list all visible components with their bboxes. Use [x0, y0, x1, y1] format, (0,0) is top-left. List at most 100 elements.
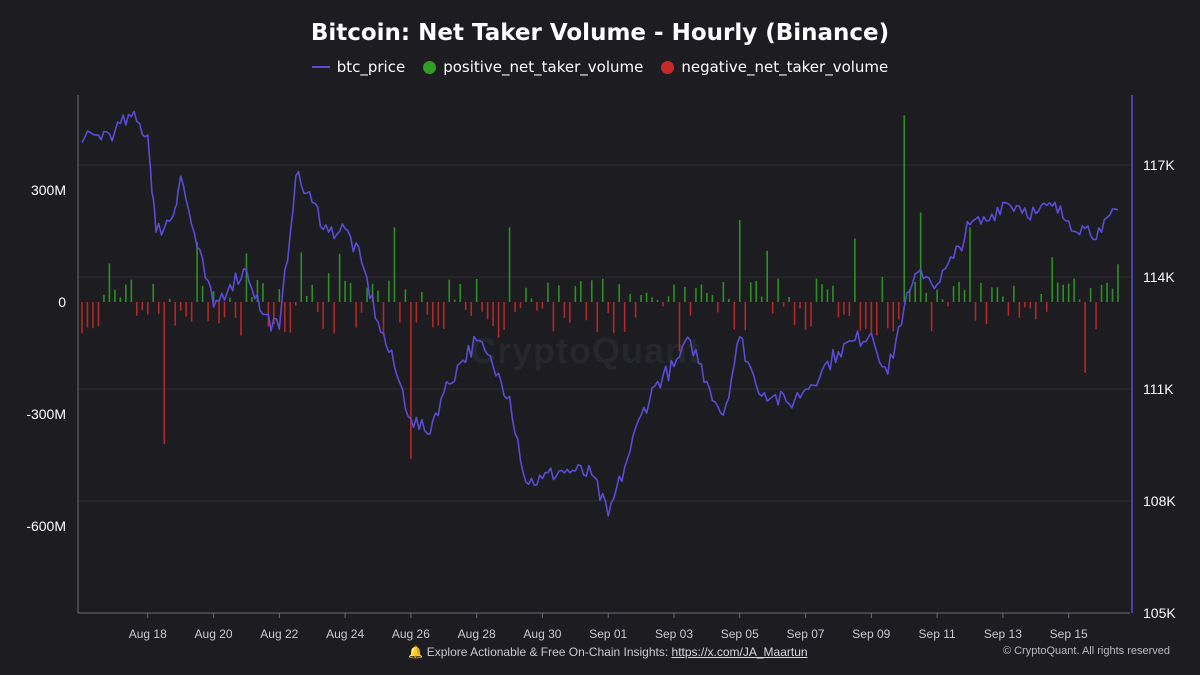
- negative-volume-bar: [1029, 302, 1032, 309]
- negative-volume-bar: [185, 302, 187, 317]
- x-axis-tick-label: Sep 01: [589, 627, 627, 641]
- negative-volume-bar: [804, 302, 807, 330]
- positive-volume-bar: [914, 281, 916, 302]
- positive-volume-bar: [404, 289, 407, 302]
- negative-volume-bar: [563, 302, 566, 318]
- positive-volume-bar: [338, 253, 341, 302]
- positive-volume-bar: [377, 290, 379, 302]
- negative-volume-bar: [333, 302, 335, 334]
- positive-volume-bar: [547, 282, 549, 302]
- positive-volume-bar: [349, 282, 352, 302]
- negative-volume-bar: [141, 302, 144, 311]
- negative-volume-bar: [223, 302, 226, 318]
- negative-volume-bar: [1018, 302, 1021, 318]
- negative-volume-bar: [689, 302, 692, 316]
- positive-volume-bar: [168, 298, 171, 302]
- positive-volume-bar: [903, 115, 906, 302]
- x-axis-tick-label: Aug 28: [458, 627, 496, 641]
- right-axis-tick-label: 111K: [1143, 381, 1174, 397]
- positive-volume-bar: [1040, 293, 1043, 302]
- positive-volume-bar: [327, 273, 330, 302]
- footer-explore-text: Explore Actionable & Free On-Chain Insig…: [426, 645, 672, 659]
- positive-volume-bar: [421, 292, 423, 302]
- negative-volume-bar: [179, 302, 182, 311]
- positive-volume-bar: [1013, 285, 1015, 302]
- negative-volume-bar: [744, 302, 747, 331]
- positive-volume-bar: [311, 284, 314, 302]
- positive-volume-bar: [996, 287, 999, 302]
- positive-volume-bar: [711, 295, 714, 302]
- negative-volume-bar: [410, 302, 412, 459]
- negative-volume-bar: [771, 302, 774, 314]
- positive-volume-bar: [525, 287, 527, 302]
- x-axis-tick-label: Aug 30: [523, 627, 561, 641]
- negative-volume-bar: [415, 302, 418, 323]
- x-axis-tick-label: Aug 22: [260, 627, 298, 641]
- positive-volume-bar: [530, 298, 533, 302]
- negative-volume-bar: [974, 302, 977, 321]
- negative-volume-bar: [289, 302, 292, 333]
- negative-volume-bar: [585, 302, 588, 321]
- negative-volume-bar: [470, 302, 472, 316]
- positive-volume-bar: [119, 297, 122, 302]
- positive-volume-bar: [1073, 278, 1075, 302]
- left-axis-tick-label: 300M: [31, 182, 66, 198]
- legend-label-negative: negative_net_taker_volume: [681, 58, 889, 76]
- right-axis-tick-label: 108K: [1143, 493, 1176, 509]
- x-axis-tick-label: Aug 18: [129, 627, 167, 641]
- negative-volume-bar: [870, 302, 873, 333]
- negative-volume-bar: [552, 302, 555, 332]
- positive-volume-bar: [695, 287, 697, 302]
- negative-volume-bar: [947, 302, 949, 307]
- positive-volume-bar: [645, 292, 648, 302]
- legend-item-btc-price[interactable]: btc_price: [311, 58, 406, 76]
- positive-volume-bar: [1111, 288, 1114, 302]
- legend-dot-negative: [661, 60, 675, 74]
- positive-volume-bar: [388, 280, 390, 302]
- positive-volume-bar: [508, 227, 511, 302]
- negative-volume-bar: [985, 302, 988, 325]
- positive-volume-bar: [728, 298, 730, 302]
- positive-volume-bar: [651, 297, 653, 302]
- positive-volume-bar: [738, 219, 741, 302]
- positive-volume-bar: [103, 294, 105, 302]
- negative-volume-bar: [294, 302, 297, 306]
- positive-volume-bar: [371, 283, 374, 302]
- negative-volume-bar: [1007, 302, 1010, 316]
- negative-volume-bar: [432, 302, 434, 328]
- legend-label-btc-price: btc_price: [336, 58, 406, 76]
- positive-volume-bar: [832, 285, 834, 302]
- negative-volume-bar: [497, 302, 500, 338]
- legend-item-negative[interactable]: negative_net_taker_volume: [661, 58, 888, 76]
- negative-volume-bar: [437, 302, 440, 326]
- watermark: CryptoQuant: [470, 330, 701, 371]
- positive-volume-bar: [256, 280, 259, 302]
- positive-volume-bar: [1106, 282, 1108, 302]
- positive-volume-bar: [706, 292, 708, 302]
- positive-volume-bar: [590, 280, 593, 302]
- positive-volume-bar: [558, 285, 560, 302]
- positive-volume-bar: [629, 294, 631, 302]
- positive-volume-bar: [656, 300, 659, 302]
- legend-item-positive[interactable]: positive_net_taker_volume: [423, 58, 643, 76]
- negative-volume-bar: [612, 302, 615, 334]
- negative-volume-bar: [1045, 302, 1048, 312]
- positive-volume-bar: [788, 296, 790, 302]
- negative-volume-bar: [146, 302, 149, 315]
- positive-volume-bar: [393, 227, 396, 302]
- positive-volume-bar: [881, 276, 884, 302]
- positive-volume-bar: [749, 282, 752, 302]
- footer-link[interactable]: https://x.com/JA_Maartun: [671, 645, 808, 659]
- positive-volume-bar: [684, 286, 686, 302]
- negative-volume-bar: [678, 302, 681, 352]
- chart-title: Bitcoin: Net Taker Volume - Hourly (Bina…: [310, 20, 890, 46]
- negative-volume-bar: [717, 302, 719, 313]
- negative-volume-bar: [733, 302, 736, 330]
- negative-volume-bar: [623, 302, 626, 332]
- positive-volume-bar: [673, 284, 675, 302]
- volume-bars: [81, 115, 1119, 459]
- negative-volume-bar: [157, 302, 160, 314]
- positive-volume-bar: [958, 281, 960, 302]
- right-axis-tick-label: 117K: [1143, 157, 1175, 173]
- positive-volume-bar: [908, 288, 911, 302]
